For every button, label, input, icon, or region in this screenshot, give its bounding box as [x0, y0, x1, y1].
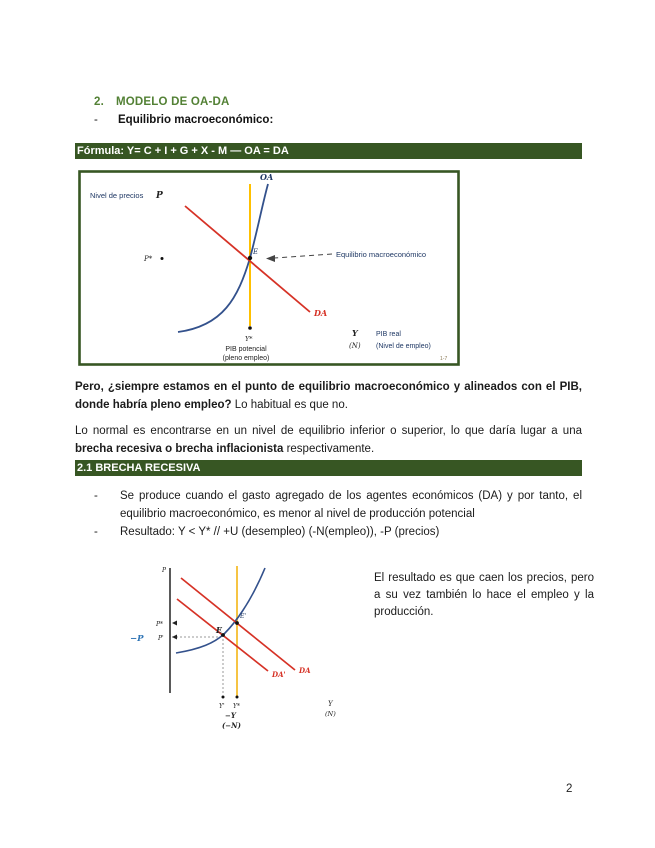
n-axis-label: (N)	[349, 342, 361, 350]
equilibrium-annotation-arrowhead	[266, 255, 275, 262]
y-star-label: Y*	[233, 703, 240, 710]
p-star-dot	[160, 257, 164, 260]
list-item: - Se produce cuando el gasto agregado de…	[94, 487, 582, 523]
oa-curve-label: OA	[260, 172, 273, 182]
paragraph2-normal-text-b: respectivamente.	[283, 443, 375, 455]
paragraph-gap-types: Lo normal es encontrarse en un nivel de …	[75, 422, 582, 458]
equilibrium-point-dot	[247, 255, 253, 261]
da-prime-label: DA'	[271, 670, 286, 679]
output-decrease-label: −Y	[225, 711, 237, 720]
pib-potencial-label: PIB potencial	[225, 346, 267, 353]
oa-da-diagram-svg: Nivel de precios P OA DA P* E Equilibrio…	[78, 170, 460, 366]
y-star-label: Y*	[245, 335, 253, 343]
potential-output-endpoint-dot	[248, 326, 252, 330]
new-equilibrium-label: E	[215, 625, 223, 635]
new-equilibrium-dot	[221, 633, 225, 637]
paragraph1-bold-text: Pero, ¿siempre estamos en el punto de eq…	[75, 381, 582, 411]
p-prime-label: P'	[157, 635, 164, 642]
brecha-recesiva-svg: P −P P* P' E E' DA' DA Y' Y* −Y (−N) Y (…	[130, 566, 336, 730]
section-banner-brecha-recesiva: 2.1 BRECHA RECESIVA	[75, 460, 582, 476]
p-axis-label: P	[161, 567, 167, 574]
p-star-label: P*	[143, 255, 153, 263]
bullet-dash: -	[94, 490, 98, 502]
nivel-empleo-label: (Nivel de empleo)	[376, 343, 431, 350]
y-axis-label: Y	[352, 328, 359, 338]
y-star-dot	[235, 695, 239, 699]
paragraph2-bold-text: brecha recesiva o brecha inflacionista	[75, 443, 284, 455]
bullet1-text: Se produce cuando el gasto agregado de l…	[120, 490, 582, 520]
diagram-border	[78, 170, 460, 366]
p-axis-label: P	[155, 191, 163, 201]
paragraph2-normal-text-a: Lo normal es encontrarse en un nivel de …	[75, 425, 582, 437]
pib-real-label: PIB real	[376, 331, 401, 338]
p-star-axis-marker	[172, 620, 177, 626]
subheading: - Equilibrio macroeconómico:	[94, 114, 273, 126]
oa-curve	[175, 567, 266, 654]
y-prime-dot	[221, 695, 225, 699]
bullet-list: - Se produce cuando el gasto agregado de…	[94, 487, 582, 541]
brecha-recesiva-diagram: P −P P* P' E E' DA' DA Y' Y* −Y (−N) Y (…	[128, 556, 378, 751]
heading-number: 2.	[94, 96, 104, 108]
da-label: DA	[298, 666, 311, 675]
heading-title: MODELO DE OA-DA	[116, 96, 230, 108]
equilibrium-note-label: Equilibrio macroeconómico	[336, 250, 426, 259]
list-item: - Resultado: Y < Y* // +U (desempleo) (-…	[94, 523, 582, 541]
corner-note-label: 1-7	[440, 356, 447, 362]
y-axis-label: Y	[328, 700, 334, 708]
section-heading: 2. MODELO DE OA-DA	[94, 96, 230, 108]
paragraph-equilibrium-question: Pero, ¿siempre estamos en el punto de eq…	[75, 378, 582, 414]
bullet-dash: -	[94, 526, 98, 538]
bullet2-text: Resultado: Y < Y* // +U (desempleo) (-N(…	[120, 526, 440, 538]
da-line-label: DA	[313, 308, 327, 318]
equilibrium-point-label: E	[252, 248, 258, 256]
pleno-empleo-label: (pleno empleo)	[223, 355, 270, 362]
paragraph1-normal-text: Lo habitual es que no.	[231, 399, 348, 411]
axis-title-label: Nivel de precios	[90, 191, 144, 200]
p-star-label: P*	[155, 621, 163, 628]
side-commentary-text: El resultado es que caen los precios, pe…	[374, 572, 594, 618]
page-number: 2	[566, 783, 573, 795]
subheading-title: Equilibrio macroeconómico:	[118, 114, 274, 126]
n-axis-label: (N)	[325, 710, 336, 718]
original-equilibrium-label: E'	[239, 613, 246, 620]
y-prime-label: Y'	[219, 703, 225, 710]
p-prime-axis-marker	[172, 634, 177, 640]
price-decrease-label: −P	[130, 634, 144, 644]
subheading-dash: -	[94, 114, 98, 126]
employment-decrease-label: (−N)	[222, 721, 241, 730]
equilibrium-annotation-arrow	[273, 253, 333, 259]
da-line	[184, 205, 311, 313]
formula-banner: Fórmula: Y= C + I + G + X - M — OA = DA	[75, 143, 582, 159]
original-equilibrium-dot	[235, 621, 239, 625]
oa-da-equilibrium-diagram: Nivel de precios P OA DA P* E Equilibrio…	[78, 170, 460, 371]
